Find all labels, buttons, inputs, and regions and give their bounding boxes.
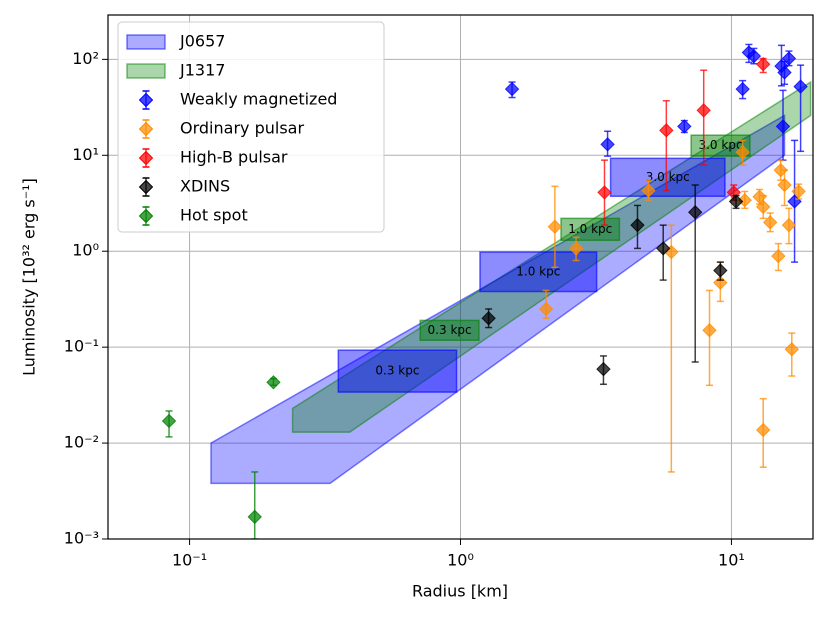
point xyxy=(762,215,778,230)
point xyxy=(735,81,750,97)
distance-label: 1.0 kpc xyxy=(516,264,560,278)
point xyxy=(728,194,744,209)
point xyxy=(641,183,656,198)
point xyxy=(756,422,771,438)
error-bar xyxy=(706,289,714,387)
legend-swatch xyxy=(126,63,166,79)
point xyxy=(547,219,563,234)
legend-marker xyxy=(138,92,154,108)
distance-box xyxy=(479,251,598,293)
distance-label: 0.3 kpc xyxy=(375,364,419,378)
y-tick-label: 10⁻² xyxy=(64,433,99,452)
legend-label: High-B pulsar xyxy=(180,148,288,167)
point xyxy=(793,79,808,94)
distance-box xyxy=(690,134,751,157)
legend-label: J0657 xyxy=(179,32,225,51)
legend-label: Weakly magnetized xyxy=(180,90,337,109)
point xyxy=(677,119,692,134)
point xyxy=(756,57,771,72)
point xyxy=(781,217,797,233)
point xyxy=(659,123,674,138)
error-bar xyxy=(667,224,675,473)
x-axis-label: Radius [km] xyxy=(412,582,508,601)
point xyxy=(791,184,806,199)
legend-label: XDINS xyxy=(180,177,230,196)
point xyxy=(777,65,792,80)
point xyxy=(266,375,281,390)
x-tick-label: 10¹ xyxy=(718,551,745,570)
point xyxy=(746,48,762,64)
point xyxy=(735,144,750,160)
point xyxy=(771,248,786,264)
point xyxy=(737,193,752,208)
point xyxy=(247,509,262,525)
legend-box xyxy=(117,21,385,233)
point xyxy=(600,137,615,152)
legend-marker xyxy=(138,121,154,137)
point xyxy=(702,323,717,338)
point xyxy=(568,241,584,256)
legend-label: J1317 xyxy=(179,61,225,80)
distance-label: 3.0 kpc xyxy=(646,170,690,184)
point xyxy=(713,263,728,278)
y-tick-label: 10² xyxy=(72,49,99,68)
point xyxy=(630,217,645,233)
error-bar xyxy=(700,69,708,166)
plot-frame xyxy=(107,14,814,540)
point xyxy=(688,205,703,220)
y-tick-label: 10⁻¹ xyxy=(64,337,99,356)
y-axis-label: Luminosity [10³² erg s⁻¹] xyxy=(20,178,39,376)
legend-swatch xyxy=(126,34,166,50)
distance-box xyxy=(337,349,458,393)
error-bar xyxy=(251,471,259,539)
point xyxy=(775,119,791,134)
x-tick-label: 10⁰ xyxy=(447,551,474,570)
point xyxy=(656,241,671,256)
point xyxy=(781,51,797,66)
y-tick-label: 10⁰ xyxy=(72,241,99,260)
point xyxy=(777,177,792,193)
distance-label: 1.0 kpc xyxy=(568,222,612,236)
point xyxy=(696,103,711,118)
y-tick-label: 10¹ xyxy=(72,145,99,164)
point xyxy=(784,342,799,357)
region xyxy=(291,80,812,433)
point xyxy=(597,185,612,200)
legend-label: Ordinary pulsar xyxy=(180,119,304,138)
x-tick-label: 10⁻¹ xyxy=(172,551,207,570)
legend-marker xyxy=(138,150,154,166)
legend-label: Hot spot xyxy=(180,206,248,225)
point xyxy=(538,301,554,317)
error-bar xyxy=(662,100,670,192)
legend-marker xyxy=(138,179,154,195)
point xyxy=(596,361,611,377)
plot-area: 0.3 kpc 1.0 kpc 3.0 kpc 0.3 kpc 1.0 kpc 3.0 k… xyxy=(161,43,812,539)
distance-label: 3.0 kpc xyxy=(698,138,742,152)
point xyxy=(504,81,520,97)
distance-box xyxy=(419,319,480,341)
point xyxy=(752,189,767,204)
legend-marker xyxy=(138,208,154,224)
distance-label: 0.3 kpc xyxy=(428,323,472,337)
y-tick-label: 10⁻³ xyxy=(64,529,99,548)
point xyxy=(481,311,496,326)
point xyxy=(161,413,177,429)
